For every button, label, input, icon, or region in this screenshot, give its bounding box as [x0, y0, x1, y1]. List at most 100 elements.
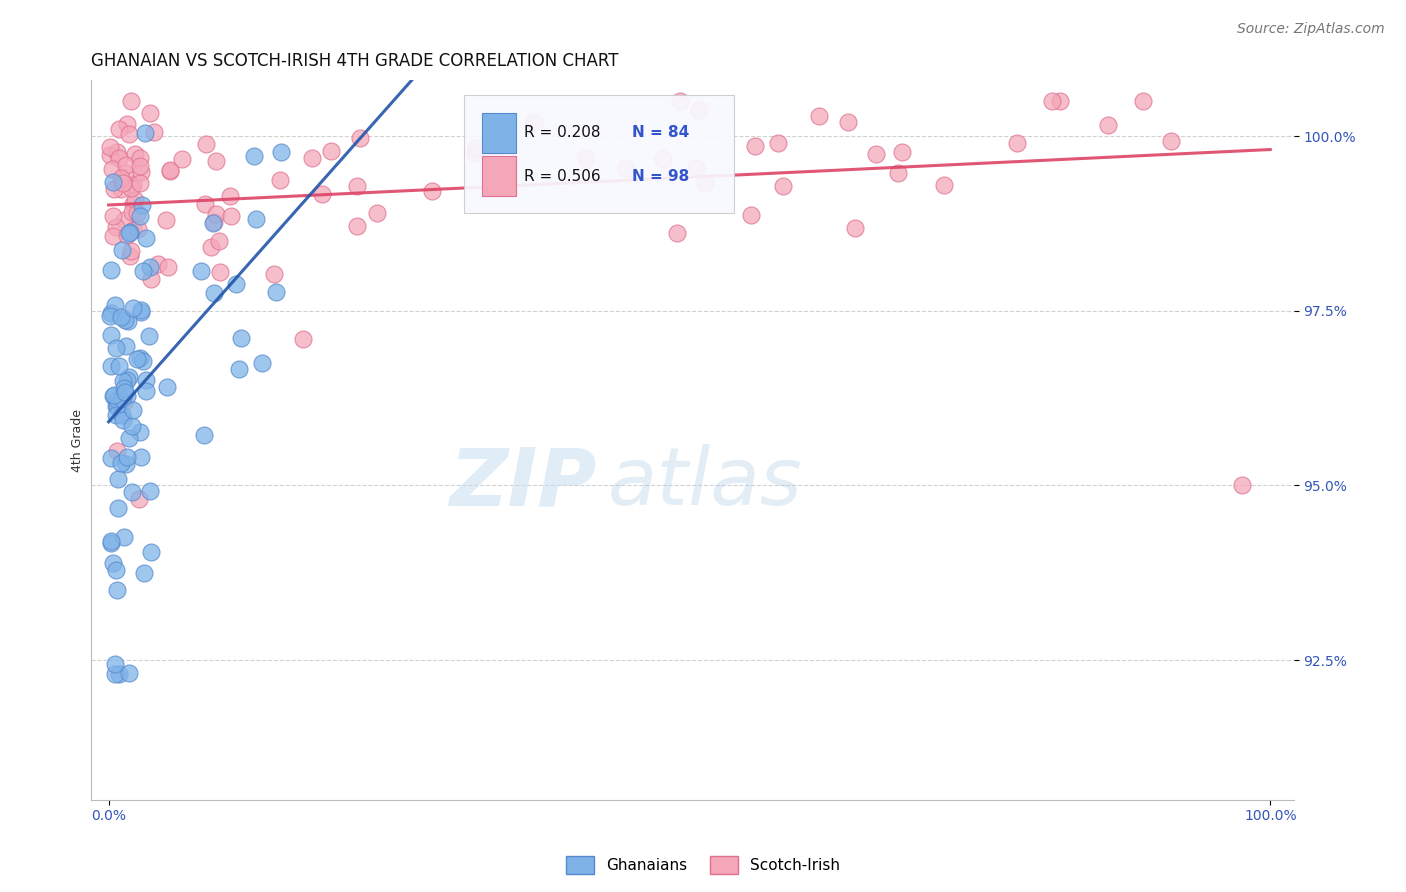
Point [101, 209, 124, 223]
Point [107, 359, 129, 373]
Point [122, 301, 145, 315]
Point [108, 667, 131, 681]
Point [104, 298, 127, 312]
Point [120, 181, 142, 195]
Point [204, 153, 226, 168]
Point [104, 667, 127, 681]
Point [135, 231, 157, 245]
Point [143, 125, 166, 139]
Point [128, 492, 150, 507]
Point [766, 136, 789, 151]
Point [250, 356, 273, 370]
Point [139, 260, 162, 275]
Point [114, 339, 136, 353]
Point [107, 501, 129, 516]
Point [1097, 118, 1119, 132]
Point [117, 370, 139, 384]
Point [115, 389, 138, 403]
Point [693, 176, 716, 190]
Point [194, 136, 217, 151]
Point [100, 536, 122, 550]
Point [105, 392, 128, 407]
FancyBboxPatch shape [482, 113, 516, 153]
Point [121, 205, 143, 219]
Point [269, 173, 291, 187]
Point [104, 563, 127, 577]
FancyBboxPatch shape [464, 95, 734, 213]
Point [172, 152, 194, 166]
Point [132, 264, 155, 278]
Point [464, 145, 486, 160]
Point [865, 147, 887, 161]
Point [523, 115, 546, 129]
Point [129, 159, 152, 173]
Point [114, 158, 136, 172]
Point [110, 171, 132, 186]
Point [117, 228, 139, 243]
Point [107, 472, 129, 486]
Point [129, 151, 152, 165]
Point [100, 309, 122, 323]
Point [105, 399, 128, 413]
Point [159, 163, 181, 178]
Point [118, 127, 141, 141]
Point [100, 263, 122, 277]
Point [219, 189, 242, 203]
Point [101, 175, 124, 189]
Point [366, 206, 388, 220]
Point [301, 152, 323, 166]
Point [118, 226, 141, 240]
Point [111, 413, 134, 427]
Point [118, 666, 141, 681]
Point [311, 187, 333, 202]
Point [481, 147, 503, 161]
Point [129, 176, 152, 190]
Point [193, 428, 215, 442]
Point [202, 215, 225, 229]
Point [105, 399, 128, 413]
Point [225, 277, 247, 291]
Point [744, 138, 766, 153]
Point [270, 145, 292, 159]
Point [122, 178, 145, 193]
Point [121, 485, 143, 500]
Point [103, 182, 125, 196]
Point [346, 179, 368, 194]
Point [103, 387, 125, 401]
Point [108, 122, 131, 136]
Point [122, 403, 145, 417]
Y-axis label: 4th Grade: 4th Grade [72, 409, 84, 472]
Point [108, 152, 131, 166]
Point [194, 196, 217, 211]
Point [127, 351, 149, 366]
Point [112, 530, 135, 544]
Point [141, 545, 163, 559]
Point [141, 271, 163, 285]
Text: GHANAIAN VS SCOTCH-IRISH 4TH GRADE CORRELATION CHART: GHANAIAN VS SCOTCH-IRISH 4TH GRADE CORRE… [91, 53, 619, 70]
Point [112, 394, 135, 409]
Point [115, 118, 138, 132]
Point [121, 197, 143, 211]
Point [228, 362, 250, 376]
Point [117, 450, 139, 464]
Point [135, 384, 157, 398]
Point [932, 178, 955, 192]
Text: N = 98: N = 98 [633, 169, 689, 184]
Point [111, 392, 134, 406]
Point [112, 176, 135, 190]
Point [156, 380, 179, 394]
Point [120, 95, 142, 109]
Text: atlas: atlas [609, 444, 803, 522]
Point [807, 109, 830, 123]
Point [464, 141, 486, 155]
Text: ZIP: ZIP [449, 444, 596, 522]
Point [110, 310, 132, 324]
Point [291, 332, 314, 346]
Point [208, 265, 231, 279]
Point [114, 313, 136, 327]
Point [1049, 95, 1071, 109]
Point [129, 303, 152, 318]
Point [837, 114, 859, 128]
Legend: Ghanaians, Scotch-Irish: Ghanaians, Scotch-Irish [560, 850, 846, 880]
Point [105, 443, 128, 458]
